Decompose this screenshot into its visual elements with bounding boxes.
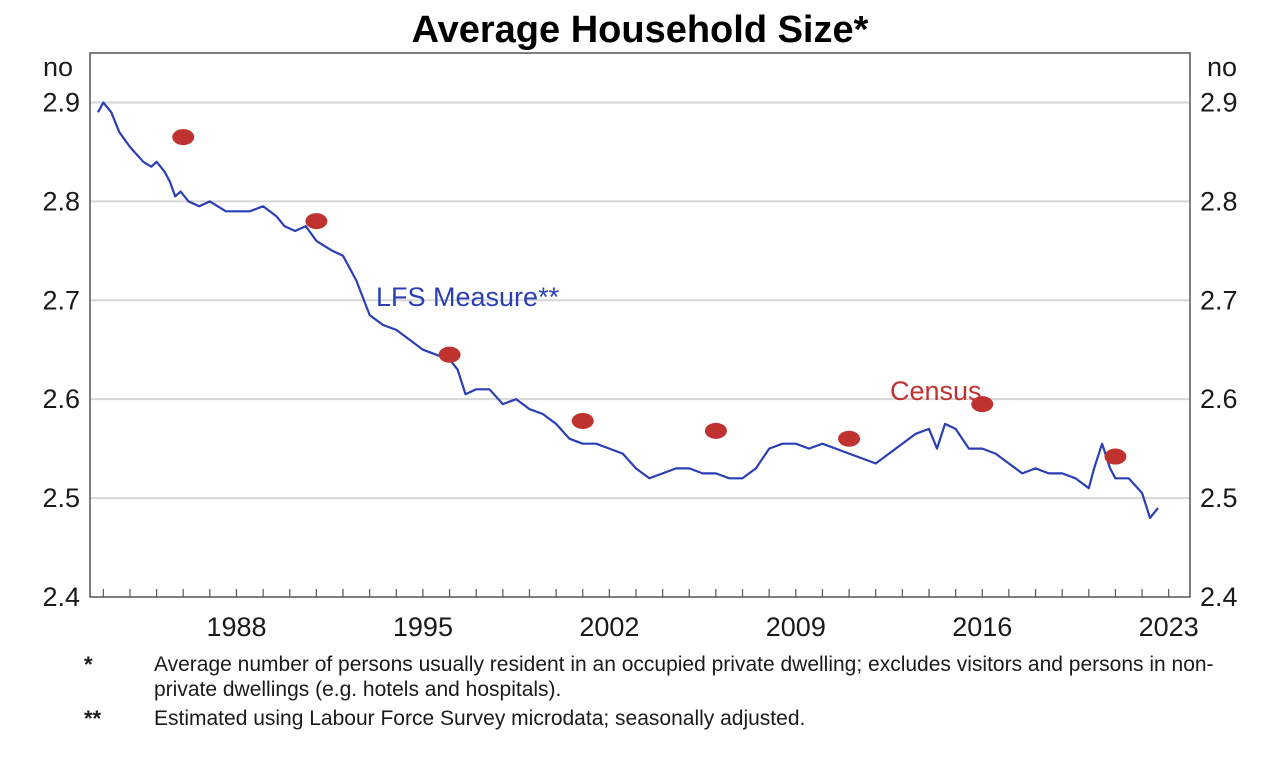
census-point: [838, 430, 861, 447]
x-tick-label: 2009: [766, 612, 826, 640]
x-tick-label: 1988: [206, 612, 266, 640]
footnote-1-text: Average number of persons usually reside…: [154, 653, 1214, 701]
series-line-lfs: [97, 101, 1159, 519]
chart-title: Average Household Size*: [412, 9, 869, 51]
series-layer: [97, 101, 1170, 597]
footnote-2-text: Estimated using Labour Force Survey micr…: [154, 707, 806, 730]
x-tick-labels: 1988 1995 2002 2009 2016 2023: [206, 612, 1198, 640]
plot-frame: [89, 52, 1191, 598]
y-tick-label-right: 2.9: [1200, 87, 1238, 117]
y-tick-label-right: 2.5: [1200, 483, 1238, 513]
y-unit-left: no: [43, 52, 73, 82]
x-tick-label: 2016: [952, 612, 1012, 640]
grid-lines: [90, 101, 1190, 500]
y-tick-label-left: 2.9: [42, 87, 80, 117]
y-tick-label-left: 2.5: [42, 483, 80, 513]
y-tick-label-left: 2.6: [42, 384, 80, 414]
footnote-1: * Average number of persons usually resi…: [70, 652, 1250, 702]
x-tick-label: 2002: [579, 612, 639, 640]
footnotes: * Average number of persons usually resi…: [70, 652, 1250, 735]
census-point: [971, 396, 994, 413]
y-tick-label-left: 2.8: [42, 186, 80, 216]
chart: Average Household Size* no no 2.4 2.42.5 2…: [42, 9, 1237, 640]
series-label-lfs: LFS Measure**: [376, 282, 560, 312]
footnote-1-marker: *: [84, 652, 93, 677]
footnote-2: ** Estimated using Labour Force Survey m…: [70, 706, 1250, 731]
y-tick-label-right: 2.6: [1200, 384, 1238, 414]
y-tick-label-right: 2.4: [1200, 582, 1238, 612]
y-tick-labels: 2.4 2.4 2.5 2.5 2.6 2.6 2.7 2.7 2.8 2.8 2.9 2.9: [42, 87, 1237, 612]
y-tick-label-left: 2.7: [42, 285, 80, 315]
census-point: [172, 129, 195, 146]
series-label-census: Census: [890, 376, 982, 406]
census-point: [438, 346, 461, 363]
census-point: [305, 213, 328, 230]
y-unit-right: no: [1207, 52, 1237, 82]
census-point: [704, 422, 727, 439]
y-tick-label-right: 2.7: [1200, 285, 1238, 315]
x-tick-label: 1995: [393, 612, 453, 640]
footnote-2-marker: **: [84, 706, 102, 731]
census-point: [1104, 448, 1127, 465]
y-tick-label-left: 2.4: [42, 582, 80, 612]
x-tick-label: 2023: [1139, 612, 1199, 640]
y-tick-label-right: 2.8: [1200, 186, 1238, 216]
census-point: [571, 412, 594, 429]
